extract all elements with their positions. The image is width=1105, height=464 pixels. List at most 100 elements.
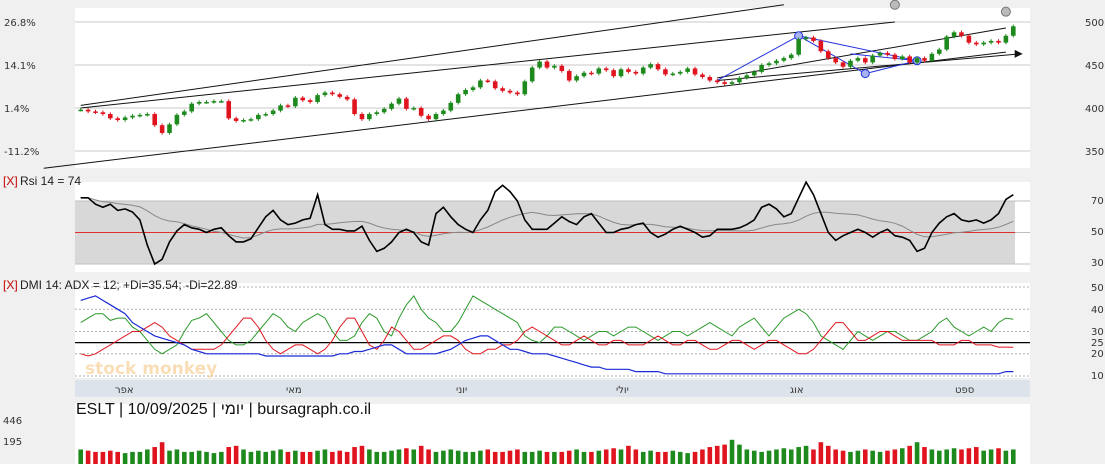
candle-body: [307, 100, 313, 102]
dmi-tick: 20: [1091, 349, 1104, 360]
volume-bar: [515, 449, 520, 464]
price-right-tick: 350: [1085, 147, 1104, 158]
candle-body: [404, 98, 409, 109]
pattern-line: [798, 35, 918, 62]
volume-bar: [507, 450, 513, 464]
volume-bar: [115, 451, 121, 464]
volume-bar: [145, 449, 150, 464]
candle-body: [670, 73, 676, 76]
candle-body: [285, 105, 291, 107]
candle-body: [381, 108, 387, 113]
volume-bar: [270, 450, 276, 464]
pattern-line: [716, 35, 799, 81]
volume-bar: [729, 439, 735, 464]
volume-bar: [374, 451, 380, 464]
candle-body: [596, 68, 602, 74]
candle-body: [130, 115, 135, 118]
volume-bar: [522, 451, 528, 464]
volume-bar: [936, 450, 942, 464]
volume-bar: [603, 449, 609, 464]
rsi-tick: 30: [1091, 258, 1104, 269]
candle-body: [759, 65, 764, 72]
candle-body: [544, 61, 550, 68]
candle-body: [441, 110, 446, 115]
candle-body: [270, 110, 276, 115]
dmi-tick: 10: [1091, 371, 1104, 382]
candle-body: [411, 108, 417, 110]
volume-bar: [966, 448, 972, 464]
candle-body: [640, 67, 646, 74]
volume-bar: [204, 451, 209, 464]
volume-bar: [929, 449, 935, 464]
pattern-line: [850, 53, 918, 62]
x-tick-aug: אוג: [790, 385, 804, 396]
channel-line-right: [717, 27, 1006, 79]
candle-body: [137, 114, 143, 117]
adx-line: [80, 295, 1014, 375]
candle-body: [367, 114, 372, 120]
volume-bar: [714, 445, 720, 464]
volume-bar: [833, 449, 838, 464]
volume-bar: [981, 450, 986, 464]
candle-body: [1011, 26, 1016, 36]
candle-body: [936, 49, 942, 54]
candle-body: [552, 65, 557, 68]
volume-bar: [870, 450, 875, 464]
volume-bar: [1003, 450, 1009, 464]
candle-body: [256, 114, 261, 120]
candle-body: [85, 109, 91, 112]
candle-body: [485, 80, 491, 82]
candle-body: [529, 67, 535, 82]
candle-body: [663, 69, 668, 75]
candle-body: [374, 112, 380, 115]
volume-bar: [618, 449, 624, 464]
volume-bar: [996, 448, 1001, 464]
volume-bar: [751, 450, 757, 464]
candle-body: [263, 114, 269, 116]
candle-body: [300, 97, 306, 101]
candle-body: [492, 81, 498, 89]
candle-body: [330, 92, 335, 95]
volume-bar: [411, 449, 417, 464]
volume-bar: [892, 449, 898, 464]
dmi-close-icon[interactable]: [X]: [3, 278, 18, 292]
candle-body: [692, 68, 698, 75]
volume-bar: [485, 449, 491, 464]
volume-bar: [885, 450, 890, 464]
volume-bar: [744, 449, 750, 464]
support-line-right: [717, 53, 1021, 81]
volume-bar: [922, 447, 927, 464]
candle-body: [677, 71, 683, 74]
volume-bar: [899, 448, 905, 464]
volume-bars: [78, 439, 1016, 464]
volume-bar: [766, 450, 772, 464]
volume-bar: [959, 449, 964, 464]
volume-bar: [581, 451, 587, 464]
candle-body: [315, 95, 320, 102]
volume-bar: [85, 450, 91, 464]
volume-bar: [552, 451, 557, 464]
dmi-tick: 40: [1091, 305, 1104, 316]
candle-body: [626, 69, 631, 72]
candle-body: [611, 70, 616, 77]
volume-bar: [907, 445, 912, 464]
volume-bar: [544, 451, 550, 464]
candle-body: [566, 71, 572, 81]
candle-body: [959, 32, 964, 36]
rsi-close-icon[interactable]: [X]: [3, 174, 18, 188]
candle-body: [433, 114, 439, 120]
candle-body: [737, 77, 742, 83]
candle-body: [204, 101, 209, 104]
volume-bar: [596, 450, 602, 464]
candle-body: [648, 64, 653, 68]
rsi-line: [80, 180, 1014, 266]
volume-bar: [441, 450, 446, 464]
candle-body: [537, 61, 542, 68]
rsi-tick: 50: [1091, 227, 1104, 238]
pattern-handle-icon: [860, 69, 870, 79]
volume-bar: [811, 449, 816, 464]
candle-body: [100, 112, 106, 115]
candle-body: [1003, 35, 1009, 43]
volume-bar: [108, 450, 113, 464]
volume-bar: [796, 447, 801, 464]
